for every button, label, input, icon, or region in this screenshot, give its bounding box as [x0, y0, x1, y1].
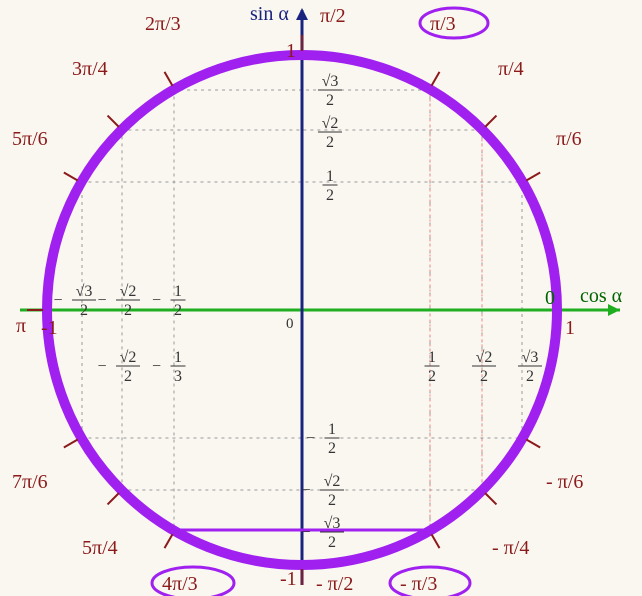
origin-zero: 0 — [286, 316, 294, 332]
angle-label: 5π/4 — [82, 537, 118, 559]
frac-bot: 3 — [174, 368, 182, 385]
x-axis-label: cos α — [580, 285, 623, 307]
frac-top: 1 — [174, 349, 182, 366]
one-top: 1 — [286, 40, 296, 62]
angle-label: π/6 — [556, 128, 582, 150]
frac-bot: 2 — [80, 302, 88, 319]
frac-top: √2 — [120, 283, 137, 300]
frac-top: √3 — [76, 283, 93, 300]
zero-right: 0 — [545, 287, 555, 309]
angle-label: π/2 — [320, 5, 346, 27]
frac-bot: 2 — [174, 302, 182, 319]
frac-top: √3 — [322, 73, 339, 90]
frac-top: √2 — [120, 349, 137, 366]
angle-label: - π/2 — [316, 573, 353, 595]
neg-sign: − — [152, 292, 161, 309]
frac-top: √2 — [476, 349, 493, 366]
neg-sign: − — [301, 524, 310, 541]
one-right: 1 — [565, 317, 575, 339]
angle-label: 5π/6 — [12, 128, 48, 150]
neg-sign: − — [306, 430, 315, 447]
neg-sign: − — [97, 358, 106, 375]
angle-label: 4π/3 — [162, 573, 198, 595]
angle-label: π/4 — [498, 58, 524, 80]
frac-top: √3 — [522, 349, 539, 366]
minus-one-bottom: -1 — [280, 568, 297, 590]
neg-sign: − — [53, 292, 62, 309]
neg-sign: − — [301, 482, 310, 499]
angle-label: 7π/6 — [12, 471, 48, 493]
angle-label: π/3 — [430, 13, 456, 35]
neg-sign: − — [97, 292, 106, 309]
frac-bot: 2 — [326, 187, 334, 204]
frac-bot: 2 — [526, 368, 534, 385]
frac-bot: 2 — [480, 368, 488, 385]
frac-bot: 2 — [326, 134, 334, 151]
frac-top: √2 — [324, 473, 341, 490]
frac-bot: 2 — [328, 440, 336, 457]
y-axis-label: sin α — [250, 3, 289, 25]
angle-label: - π/6 — [546, 471, 583, 493]
minus-one-left: -1 — [41, 317, 58, 339]
frac-top: 1 — [174, 283, 182, 300]
frac-top: 1 — [326, 168, 334, 185]
angle-label: 3π/4 — [72, 58, 108, 80]
frac-top: √2 — [322, 115, 339, 132]
frac-bot: 2 — [428, 368, 436, 385]
frac-bot: 2 — [124, 368, 132, 385]
frac-bot: 2 — [124, 302, 132, 319]
neg-sign: − — [152, 358, 161, 375]
angle-label: - π/3 — [400, 573, 437, 595]
frac-top: 1 — [428, 349, 436, 366]
frac-bot: 2 — [326, 92, 334, 109]
frac-bot: 2 — [328, 492, 336, 509]
angle-label: π — [16, 315, 26, 337]
frac-top: √3 — [324, 515, 341, 532]
angle-label: 2π/3 — [145, 13, 181, 35]
frac-top: 1 — [328, 421, 336, 438]
angle-label: - π/4 — [492, 537, 529, 559]
frac-bot: 2 — [328, 534, 336, 551]
